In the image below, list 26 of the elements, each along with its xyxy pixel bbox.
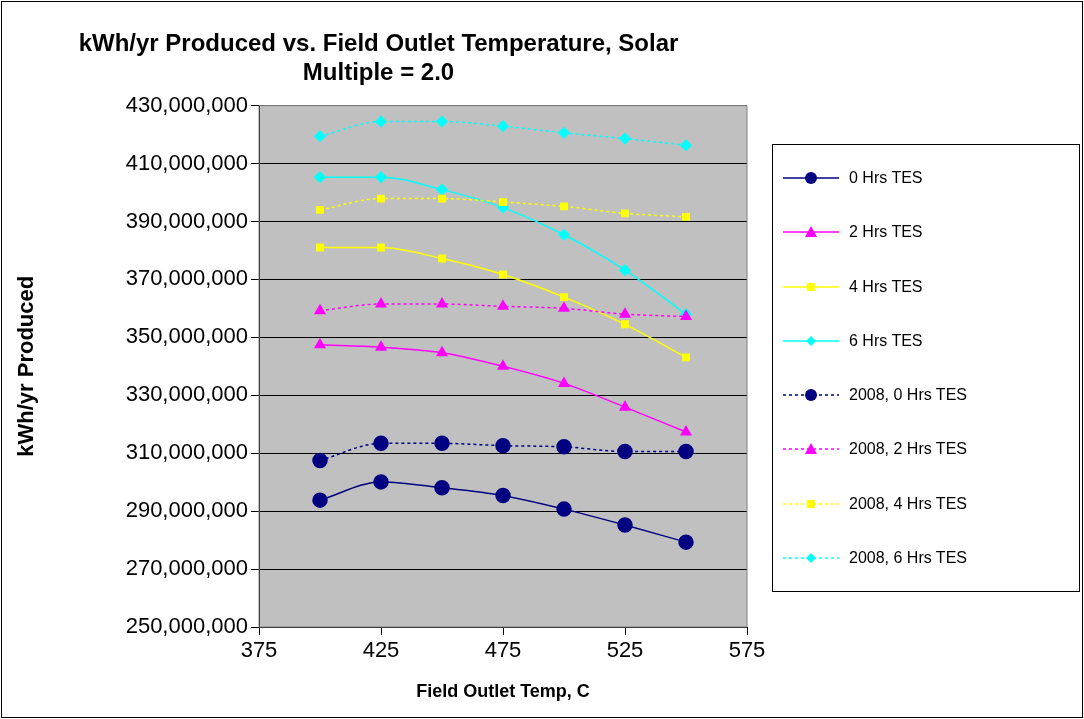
- legend-label: 6 Hrs TES: [849, 331, 923, 350]
- legend-label: 4 Hrs TES: [849, 277, 923, 296]
- legend-label: 2008, 4 Hrs TES: [849, 494, 967, 513]
- y-tick-label: 270,000,000: [125, 555, 248, 581]
- legend-label: 2 Hrs TES: [849, 223, 923, 242]
- y-tick-label: 390,000,000: [125, 207, 248, 233]
- y-tick-label: 330,000,000: [125, 381, 248, 407]
- chart-title: kWh/yr Produced vs. Field Outlet Temperature, Solar Multiple = 2.0: [78, 29, 679, 85]
- x-tick-label: 525: [606, 637, 644, 663]
- legend-label: 0 Hrs TES: [849, 169, 923, 188]
- legend-label: 2008, 0 Hrs TES: [849, 386, 967, 405]
- x-tick-label: 475: [484, 637, 522, 663]
- x-tick-label: 425: [362, 637, 400, 663]
- y-tick-label: 290,000,000: [125, 497, 248, 523]
- x-axis-title: Field Outlet Temp, C: [416, 681, 590, 702]
- y-tick-label: 370,000,000: [125, 265, 248, 291]
- y-tick-label: 250,000,000: [125, 613, 248, 639]
- y-tick-label: 430,000,000: [125, 91, 248, 117]
- x-tick-label: 575: [728, 637, 766, 663]
- y-axis-title: kWh/yr Produced: [13, 275, 39, 457]
- legend-label: 2008, 6 Hrs TES: [849, 548, 967, 567]
- x-tick-label: 375: [240, 637, 278, 663]
- y-tick-label: 310,000,000: [125, 439, 248, 465]
- y-tick-label: 410,000,000: [125, 149, 248, 175]
- legend-label: 2008, 2 Hrs TES: [849, 440, 967, 459]
- y-tick-label: 350,000,000: [125, 323, 248, 349]
